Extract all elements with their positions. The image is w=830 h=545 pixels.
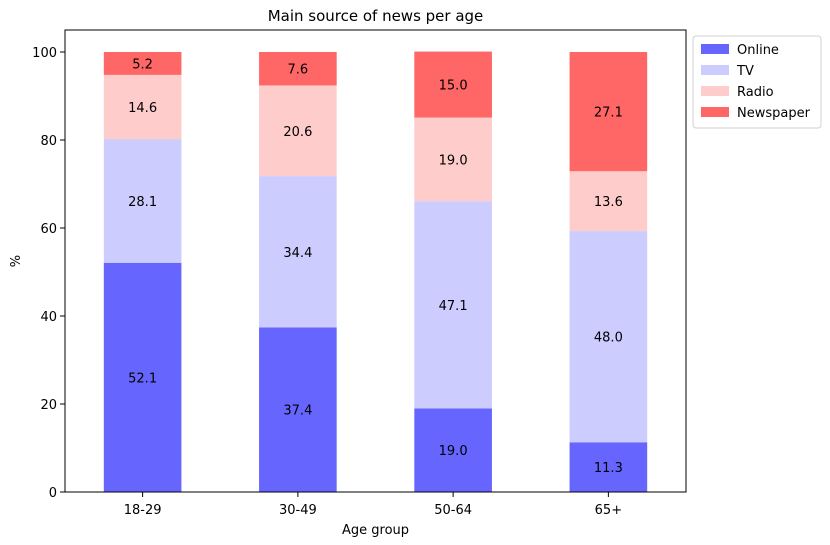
legend-label-online: Online [737,43,779,58]
bar-tv-65+ [569,231,648,443]
x-axis: 18-29 30-49 50-64 65+ [124,492,622,518]
x-tick-label: 65+ [595,503,622,518]
y-tick-label: 0 [49,486,57,501]
data-label-newspaper-30-49: 7.6 [288,63,309,78]
bar-newspaper-65+ [569,52,648,172]
x-tick-label: 50-64 [434,503,472,518]
data-label-newspaper-65+: 27.1 [594,106,623,121]
data-label-tv-50-64: 47.1 [439,299,468,314]
legend-label-newspaper: Newspaper [737,106,811,121]
data-label-radio-18-29: 14.6 [128,101,157,116]
x-tick-label: 18-29 [124,503,162,518]
data-labels-layer: 52.1 28.1 14.6 5.2 37.4 34.4 20.6 7.6 19.0 47.1 19… [128,57,623,476]
legend: Online TV Radio Newspaper [692,35,822,129]
data-label-online-50-64: 19.0 [439,444,468,459]
legend-label-radio: Radio [737,85,774,100]
data-label-online-30-49: 37.4 [283,404,312,419]
y-tick-label: 20 [40,398,57,413]
chart-title: Main source of news per age [268,7,484,25]
y-tick-label: 100 [32,46,57,61]
data-label-radio-65+: 13.6 [594,195,623,210]
data-label-online-65+: 11.3 [594,461,623,476]
data-label-online-18-29: 52.1 [128,371,157,386]
data-label-tv-18-29: 28.1 [128,195,157,210]
legend-label-tv: TV [736,64,754,79]
y-axis: 0 20 40 60 80 100 [32,46,65,501]
data-label-radio-50-64: 19.0 [439,153,468,168]
data-label-newspaper-18-29: 5.2 [132,57,153,72]
bars-layer [103,51,648,492]
legend-swatch-tv [701,65,729,75]
x-axis-label: Age group [342,523,409,538]
bar-newspaper-18-29 [103,52,182,75]
bar-newspaper-30-49 [259,52,337,86]
bar-online-50-64 [414,408,492,492]
x-tick-label: 30-49 [279,503,317,518]
legend-swatch-radio [701,86,729,96]
bar-radio-50-64 [414,117,492,202]
bar-tv-30-49 [259,176,337,328]
legend-swatch-newspaper [701,107,729,117]
legend-box [692,35,822,129]
y-tick-label: 40 [40,310,57,325]
y-tick-label: 60 [40,222,57,237]
data-label-newspaper-50-64: 15.0 [439,79,468,94]
data-label-tv-30-49: 34.4 [283,246,312,261]
bar-radio-65+ [569,171,648,232]
bar-online-30-49 [259,327,337,492]
bar-radio-30-49 [259,85,337,177]
bar-radio-18-29 [103,74,182,140]
data-label-tv-65+: 48.0 [594,331,623,346]
bar-tv-50-64 [414,201,492,409]
y-axis-label: % [9,255,24,267]
bar-online-65+ [569,442,648,492]
bar-newspaper-50-64 [414,51,492,118]
bar-tv-18-29 [103,139,182,263]
plot-area-frame [64,29,687,493]
legend-swatch-online [701,44,729,54]
data-label-radio-30-49: 20.6 [283,125,312,140]
bar-online-18-29 [103,262,182,492]
y-tick-label: 80 [40,134,57,149]
